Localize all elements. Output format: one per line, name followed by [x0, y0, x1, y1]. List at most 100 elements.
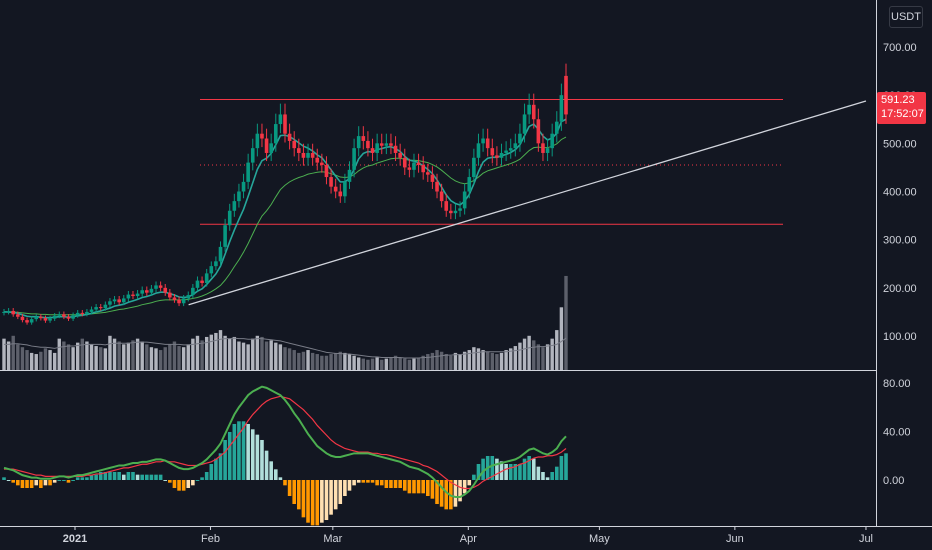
- candle-body: [112, 299, 117, 302]
- price-axis[interactable]: 700.00600.00500.00400.00300.00200.00100.…: [883, 42, 917, 343]
- volume-bar: [324, 355, 329, 370]
- macd-histogram-bar: [320, 480, 324, 523]
- candle-body: [121, 298, 126, 303]
- macd-histogram-bar: [283, 480, 287, 486]
- macd-histogram-bar: [149, 474, 154, 480]
- price-axis-tick: 200.00: [883, 283, 917, 295]
- volume-bar: [412, 358, 416, 370]
- volume-bar: [154, 348, 158, 370]
- volume-bar: [264, 341, 269, 370]
- volume-bar: [158, 350, 163, 370]
- candle-body: [126, 294, 131, 299]
- macd-histogram-bar: [329, 480, 333, 515]
- macd-histogram-bar: [527, 455, 531, 480]
- macd-histogram-bar: [112, 471, 117, 480]
- candle-body: [177, 299, 181, 304]
- volume-bar: [320, 355, 324, 370]
- candle-body: [444, 201, 449, 211]
- candle-body: [513, 143, 518, 149]
- macd-histogram-bar: [407, 480, 412, 494]
- macd-histogram-bar: [467, 480, 472, 486]
- volume-bar: [504, 350, 508, 370]
- volume-bar: [398, 357, 402, 370]
- horizontal-levels[interactable]: [200, 99, 783, 225]
- candle-body: [324, 165, 329, 178]
- volume-bar: [499, 352, 504, 370]
- candle-body: [398, 152, 402, 158]
- volume-bar: [103, 348, 108, 370]
- candle-body: [481, 138, 485, 144]
- candle-body: [186, 295, 191, 299]
- candle-body: [34, 316, 39, 320]
- macd-histogram-bar: [246, 423, 250, 480]
- volume-bar: [39, 351, 43, 370]
- macd-histogram-bar: [168, 480, 172, 483]
- macd-histogram-bar: [393, 480, 398, 489]
- candle-body: [329, 177, 333, 187]
- volume-bar: [306, 350, 310, 370]
- candle-body: [94, 307, 98, 310]
- macd-histogram-bar: [39, 480, 43, 489]
- candle-body: [449, 210, 453, 214]
- volume-bar: [467, 350, 471, 370]
- volume-bar: [85, 341, 89, 370]
- macd-histogram-bar: [273, 469, 278, 480]
- macd-histogram-bar: [402, 480, 407, 491]
- volume-bar: [509, 348, 513, 370]
- macd-histogram-bar: [154, 474, 158, 480]
- candle-body: [402, 157, 407, 168]
- macd-histogram-bar: [347, 480, 352, 491]
- candle-body: [20, 316, 25, 321]
- candle-body: [320, 162, 324, 166]
- candle-body: [131, 294, 135, 297]
- macd-histogram-bar: [227, 431, 232, 480]
- volume-bar: [407, 359, 412, 370]
- macd-histogram-bar: [80, 477, 85, 480]
- macd-histogram-bar: [186, 480, 191, 489]
- candle-body: [333, 186, 338, 192]
- volume-bar: [66, 344, 71, 370]
- time-axis[interactable]: 2021 Feb Mar Apr May Jun Jul: [63, 526, 873, 545]
- volume-bar: [2, 338, 6, 370]
- candle-body: [527, 104, 531, 115]
- volume-bar: [380, 359, 384, 370]
- volume-bar: [278, 344, 283, 370]
- volume-bar: [421, 355, 425, 370]
- last-price-value: 591.23: [881, 94, 915, 106]
- volume-bar: [269, 340, 273, 370]
- volume-bar: [140, 341, 144, 370]
- volume-bar: [361, 358, 366, 370]
- volume-bar: [375, 357, 379, 370]
- macd-histogram-bar: [389, 480, 393, 489]
- volume-bar: [287, 348, 292, 370]
- volume-bar: [347, 354, 352, 370]
- time-axis-label: Mar: [323, 533, 342, 545]
- macd-histogram-bar: [564, 453, 568, 480]
- macd-histogram-bar: [255, 434, 260, 480]
- macd-histogram-bar: [416, 480, 421, 494]
- macd-histogram-bar: [531, 458, 536, 480]
- candle-body: [52, 315, 57, 319]
- macd-histogram-bar: [361, 480, 366, 483]
- macd-histogram-bar: [11, 480, 16, 483]
- candle-body: [227, 210, 232, 226]
- candle-body: [16, 314, 20, 317]
- volume-bar: [518, 342, 522, 370]
- candle-body: [416, 162, 421, 166]
- candle-body: [476, 143, 481, 158]
- volume-bar: [541, 347, 545, 370]
- price-axis-tick: 300.00: [883, 235, 917, 247]
- volume-bar: [453, 352, 458, 370]
- macd-histogram-bar: [398, 480, 402, 489]
- trendline[interactable]: [188, 100, 867, 306]
- macd-histogram-bar: [472, 474, 476, 480]
- candle-body: [297, 148, 301, 153]
- candle-body: [499, 152, 504, 158]
- macd-histogram-bar: [513, 463, 518, 480]
- quote-currency-badge[interactable]: USDT: [889, 6, 923, 28]
- macd-histogram-bar: [508, 463, 513, 480]
- volume-bar: [43, 348, 48, 370]
- oscillator-axis[interactable]: 80.00 40.00 0.00: [883, 378, 911, 487]
- volume-bar: [191, 338, 195, 370]
